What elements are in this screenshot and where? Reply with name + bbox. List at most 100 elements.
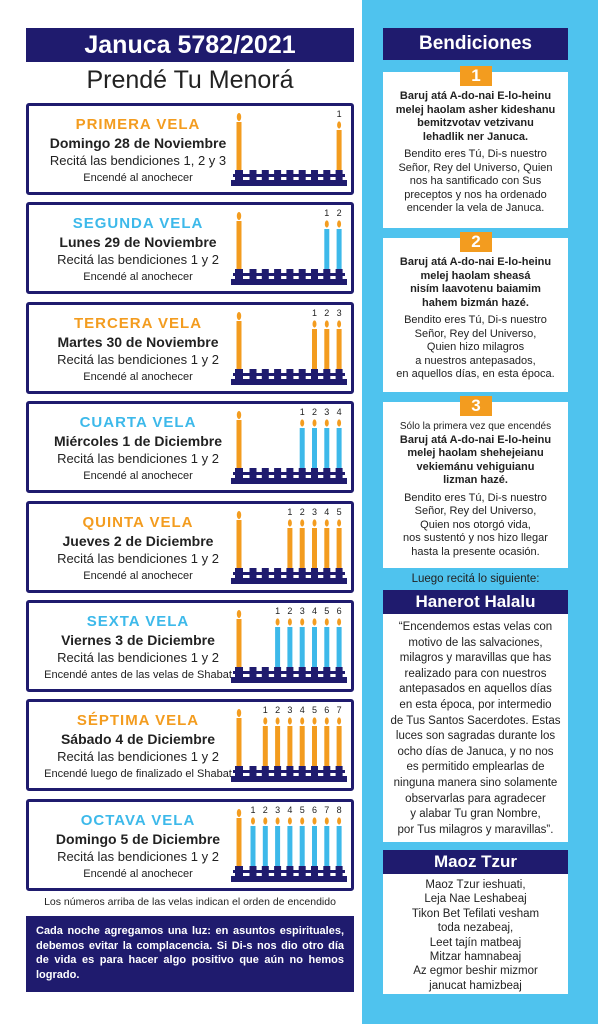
flame [236, 311, 242, 320]
shamash-holder [235, 567, 243, 578]
night-date: Sábado 4 de Diciembre [60, 731, 216, 748]
flame [312, 618, 317, 626]
flame [300, 817, 305, 825]
candle-number: 1 [324, 208, 329, 218]
candle-holder [261, 368, 269, 379]
candle-holder [274, 269, 282, 280]
hanerot-line: milagros y maravillas que has [399, 652, 552, 665]
night-blessings: Recitá las bendiciones 1 y 2 [57, 252, 219, 268]
hanerot-line: y alabar Tu gran Nombre, [410, 808, 541, 821]
candle-holder [261, 269, 269, 280]
candle-number: 6 [312, 805, 317, 815]
shamash [236, 122, 242, 170]
shamash [236, 619, 242, 667]
night-date: Domingo 28 de Noviembre [49, 135, 227, 151]
blessing-box: Sólo la primera vez que encendés Baruj at… [383, 402, 568, 568]
candle-holder [323, 667, 331, 677]
shamash-holder [235, 269, 243, 280]
candle-holder [311, 269, 318, 280]
shamash [236, 519, 242, 568]
candle [324, 229, 330, 270]
maoz-line: Mitzar hamnabeaj [429, 951, 522, 964]
flame [324, 518, 329, 527]
candle [287, 527, 293, 568]
flame [236, 212, 242, 221]
blessing-hebrew: Baruj atá A-do-nai E-lo-heinu [399, 90, 552, 102]
flame [324, 419, 329, 427]
flame [312, 320, 317, 328]
candle-holder [261, 170, 269, 180]
blessing-hebrew: bemitzvotav vetzivanu [417, 117, 534, 129]
blessing-spanish: Quien hizo milagros [426, 341, 525, 353]
candle [336, 527, 342, 568]
candle [336, 825, 342, 866]
flame [337, 419, 342, 427]
candle-holder [261, 667, 269, 677]
blessing-box: Baruj atá A-do-nai E-lo-heinu melej haola… [383, 72, 568, 228]
candle-holder [323, 468, 331, 479]
section-title: Hanerot Halalu [383, 590, 568, 614]
candle [324, 527, 330, 568]
maoz-line: Tikon Bet Tefilati vesham [411, 907, 540, 920]
flame [236, 510, 242, 519]
title: Januca 5782/2021 [26, 28, 354, 62]
night-heading: OCTAVA VELA [80, 811, 196, 829]
candle-holder [335, 170, 343, 180]
hanerot-line: en esta época, por intermedio [399, 698, 552, 711]
night-note: Encendé al anochecer [83, 569, 193, 582]
hanerot-line: motivo de las salvaciones, [408, 636, 543, 649]
flame [324, 817, 329, 825]
candle-holder [298, 766, 306, 777]
hanerot-line: “Encendemos estas velas con [398, 621, 553, 633]
night-heading: SÉPTIMA VELA [76, 712, 200, 730]
night-card: SEGUNDA VELA Lunes 29 de Noviembre Recitá … [26, 202, 354, 295]
shamash [236, 718, 242, 767]
night-card: QUINTA VELA Jueves 2 de Diciembre Recitá l… [26, 500, 354, 593]
candle [275, 627, 281, 667]
hanerot-line: es permitido emplearlas de [406, 761, 545, 774]
candle-holder [298, 667, 306, 677]
candle-number: 2 [324, 308, 329, 318]
candle [275, 726, 281, 767]
candle-number: 7 [324, 805, 329, 815]
candle-holder [249, 865, 257, 876]
candle-holder [311, 865, 318, 876]
blessing-spanish: en aquellos días, en esta época. [396, 368, 555, 380]
candle [275, 825, 281, 866]
candle [287, 825, 293, 866]
flame [263, 717, 268, 725]
night-blessings: Recitá las bendiciones 1 y 2 [57, 650, 219, 665]
hanerot-line: observarlas para agradecer [405, 792, 546, 805]
flame [337, 220, 342, 228]
candle-number: 2 [275, 705, 280, 715]
candle-holder [335, 667, 343, 677]
flame [275, 817, 280, 825]
night-note: Encendé al anochecer [83, 172, 193, 184]
night-note: Encendé luego de finalizado el Shabat [44, 768, 232, 781]
blessing-spanish: Bendito eres Tú, Di-s nuestro [404, 314, 547, 326]
candle-holder [274, 368, 282, 379]
blessing-hebrew: lizman hazé. [443, 474, 508, 486]
candle-holder [286, 567, 294, 578]
shamash [236, 320, 242, 369]
candle-number: 5 [300, 805, 305, 815]
flame [236, 411, 242, 420]
candle-holder [286, 766, 294, 777]
candle-holder [274, 667, 282, 677]
night-note: Encendé al anochecer [83, 370, 193, 383]
candle [336, 229, 342, 270]
section-title: Bendiciones [383, 28, 568, 60]
then-text: Luego recitá lo siguiente: [411, 573, 540, 585]
candle [299, 726, 305, 767]
night-date: Lunes 29 de Noviembre [59, 234, 217, 251]
flame [324, 320, 329, 328]
flame [236, 709, 242, 718]
blessing-box: Baruj atá A-do-nai E-lo-heinu melej haola… [383, 238, 568, 392]
night-card: SEXTA VELA Viernes 3 de Diciembre Recitá l… [26, 600, 354, 692]
candle-number: 2 [337, 208, 342, 218]
flame [236, 808, 242, 817]
candle [336, 328, 342, 369]
night-card: PRIMERA VELA Domingo 28 de Noviembre Recit… [26, 103, 354, 195]
candle [299, 627, 305, 667]
